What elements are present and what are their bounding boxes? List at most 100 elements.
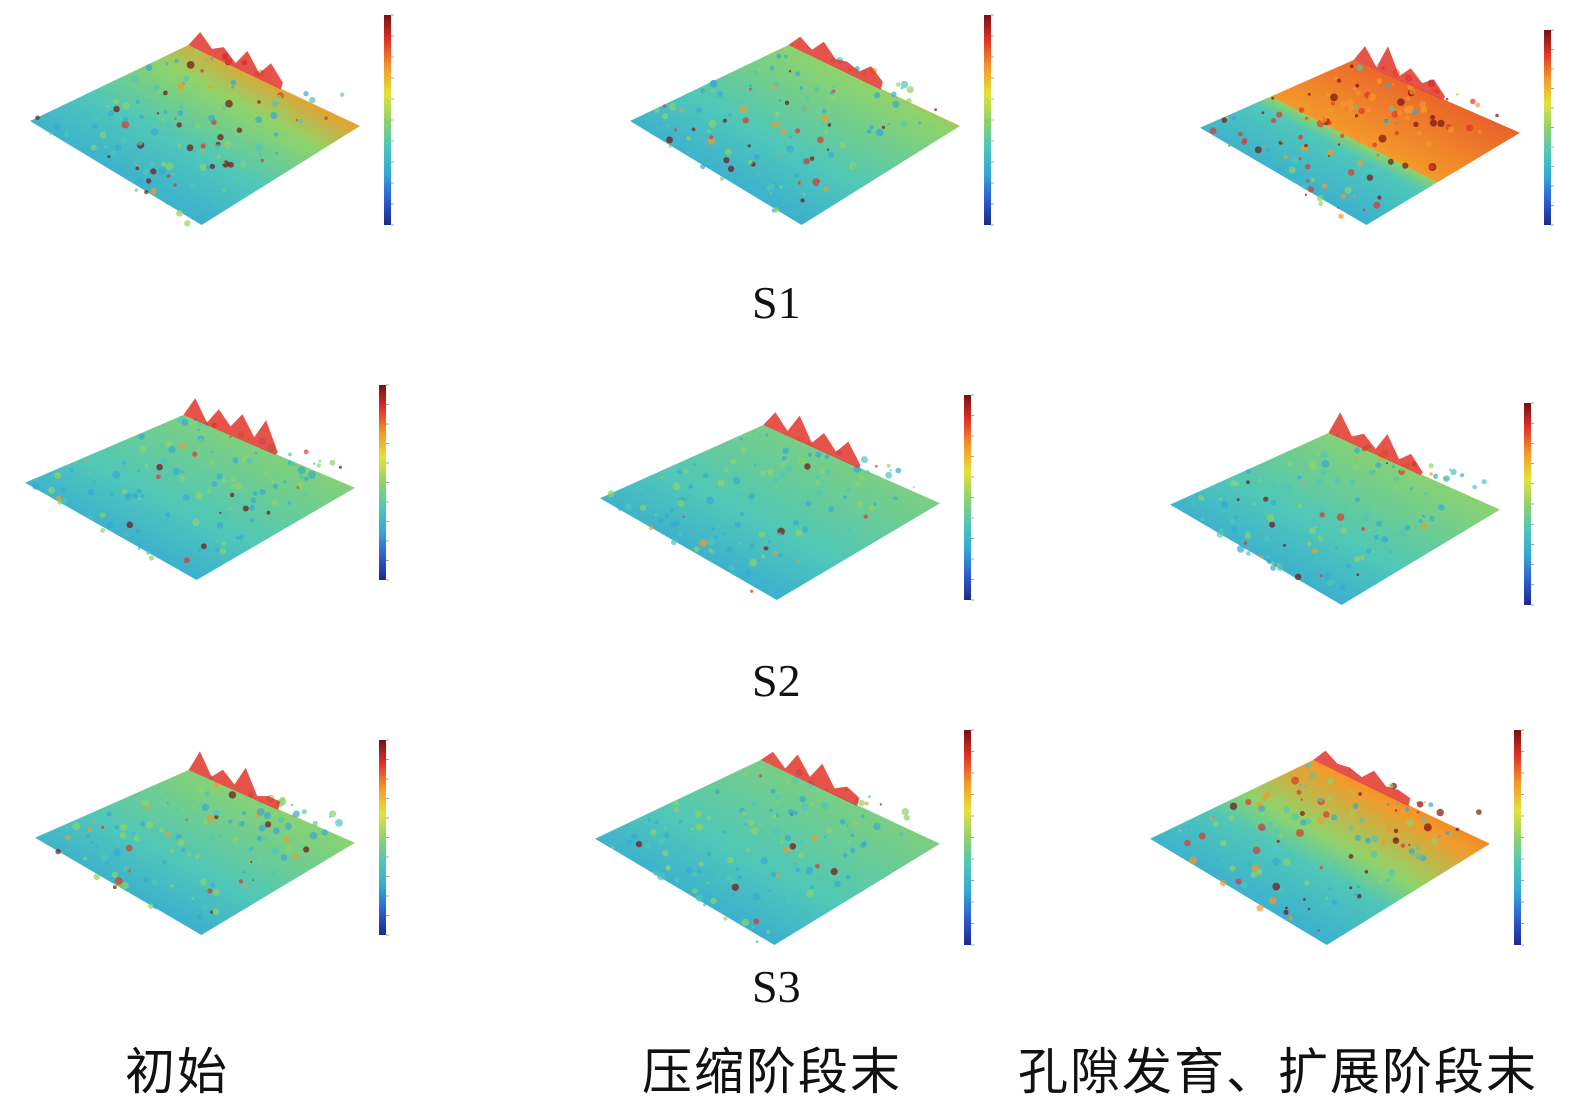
surface-texture-speck bbox=[156, 786, 159, 789]
surface-texture-speck bbox=[1245, 799, 1251, 805]
surface-texture-speck bbox=[1415, 853, 1422, 860]
surface-texture-speck bbox=[1355, 114, 1358, 117]
surface-texture-speck bbox=[297, 481, 304, 488]
surface-texture-speck bbox=[671, 539, 677, 545]
surface-texture-speck bbox=[859, 469, 861, 471]
surface-texture-speck bbox=[724, 468, 728, 472]
surface-texture-speck bbox=[1310, 815, 1318, 823]
surface-texture-speck bbox=[707, 881, 710, 884]
surface-texture-speck bbox=[1375, 506, 1378, 509]
surface-texture-speck bbox=[126, 845, 133, 852]
surface-texture-speck bbox=[1361, 527, 1365, 531]
surface-texture-speck bbox=[284, 837, 290, 843]
surface-texture-speck bbox=[913, 486, 915, 488]
surface-texture-speck bbox=[195, 123, 200, 128]
surface-texture-speck bbox=[732, 458, 734, 460]
surface-texture-speck bbox=[1418, 519, 1422, 523]
surface-texture-speck bbox=[724, 831, 727, 834]
surface-texture-speck bbox=[267, 511, 271, 515]
surface-texture-speck bbox=[1326, 897, 1329, 900]
surface-texture-speck bbox=[676, 130, 679, 133]
surface-plot-s2-initial bbox=[15, 380, 395, 585]
surface-texture-speck bbox=[190, 422, 194, 426]
surface-texture-speck bbox=[1246, 469, 1251, 474]
surface-texture-speck bbox=[1445, 831, 1449, 835]
surface-texture-speck bbox=[879, 114, 881, 116]
surface-texture-speck bbox=[188, 853, 191, 856]
surface-texture-speck bbox=[709, 120, 717, 128]
surface-texture-speck bbox=[678, 532, 682, 536]
surface-texture-speck bbox=[885, 472, 892, 479]
surface-texture-speck bbox=[1448, 126, 1454, 132]
surface-texture-speck bbox=[1336, 550, 1340, 554]
surface-texture-speck bbox=[847, 527, 850, 530]
surface-texture-speck bbox=[1264, 792, 1271, 799]
surface-texture-speck bbox=[1397, 98, 1405, 106]
surface-texture-speck bbox=[107, 812, 112, 817]
surface-texture-speck bbox=[1340, 584, 1346, 590]
surface-texture-speck bbox=[1354, 893, 1357, 896]
surface-texture-speck bbox=[1306, 179, 1309, 182]
surface-texture-speck bbox=[198, 785, 205, 792]
surface-plot-s2-compression bbox=[590, 390, 980, 605]
surface-texture-speck bbox=[1354, 106, 1358, 110]
surface-texture-speck bbox=[299, 119, 304, 124]
surface-texture-speck bbox=[1241, 140, 1246, 145]
surface-texture-speck bbox=[744, 772, 747, 775]
surface-texture-speck bbox=[1253, 847, 1260, 854]
surface-texture-speck bbox=[283, 108, 289, 114]
surface-texture-speck bbox=[120, 137, 127, 144]
surface-texture-speck bbox=[183, 494, 189, 500]
surface-texture-speck bbox=[286, 845, 294, 853]
surface-texture-speck bbox=[1395, 131, 1400, 136]
surface-texture-speck bbox=[1320, 866, 1323, 869]
surface-texture-speck bbox=[329, 816, 331, 818]
surface-texture-speck bbox=[843, 495, 847, 499]
surface-texture-speck bbox=[1398, 530, 1406, 538]
surface-texture-speck bbox=[1304, 144, 1308, 148]
surface-texture-speck bbox=[149, 555, 154, 560]
surface-texture-speck bbox=[817, 875, 822, 880]
surface-texture-speck bbox=[816, 75, 822, 81]
surface-texture-speck bbox=[758, 435, 761, 438]
surface-texture-speck bbox=[259, 489, 265, 495]
surface-texture-speck bbox=[817, 137, 824, 144]
surface-texture-speck bbox=[275, 152, 278, 155]
surface-texture-speck bbox=[679, 820, 683, 824]
surface-texture-speck bbox=[796, 530, 803, 537]
surface-texture-speck bbox=[1270, 786, 1272, 788]
surface-texture-speck bbox=[255, 451, 258, 454]
surface-texture-speck bbox=[1415, 846, 1419, 850]
surface-texture-speck bbox=[1437, 809, 1444, 816]
surface-texture-speck bbox=[143, 169, 149, 175]
surface-texture-speck bbox=[193, 151, 195, 153]
surface-texture-speck bbox=[1335, 76, 1339, 80]
surface-texture-speck bbox=[1345, 187, 1352, 194]
surface-texture-speck bbox=[759, 824, 762, 827]
surface-texture-speck bbox=[1279, 834, 1283, 838]
surface-texture-speck bbox=[1311, 178, 1315, 182]
surface-texture-speck bbox=[72, 823, 80, 831]
surface-texture-speck bbox=[117, 112, 123, 118]
surface-texture-speck bbox=[113, 106, 120, 113]
surface-texture-speck bbox=[754, 154, 760, 160]
surface-texture-speck bbox=[785, 101, 789, 105]
surface-texture-speck bbox=[808, 147, 814, 153]
surface-texture-speck bbox=[244, 884, 248, 888]
surface-texture-speck bbox=[250, 518, 254, 522]
surface-texture-speck bbox=[255, 144, 263, 152]
surface-texture-speck bbox=[1338, 214, 1343, 219]
surface-texture-speck bbox=[1323, 811, 1330, 818]
surface-texture-speck bbox=[223, 106, 227, 110]
surface-texture-speck bbox=[120, 832, 126, 838]
surface-texture-speck bbox=[252, 879, 254, 881]
surface-texture-speck bbox=[706, 497, 714, 505]
surface-texture-speck bbox=[845, 478, 848, 481]
surface-texture-speck bbox=[727, 857, 734, 864]
surface-texture-speck bbox=[1354, 534, 1357, 537]
surface-texture-speck bbox=[1353, 196, 1355, 198]
surface-texture-speck bbox=[785, 856, 789, 860]
surface-texture-speck bbox=[49, 132, 52, 135]
surface-texture-speck bbox=[159, 827, 164, 832]
surface-texture-speck bbox=[804, 158, 810, 164]
